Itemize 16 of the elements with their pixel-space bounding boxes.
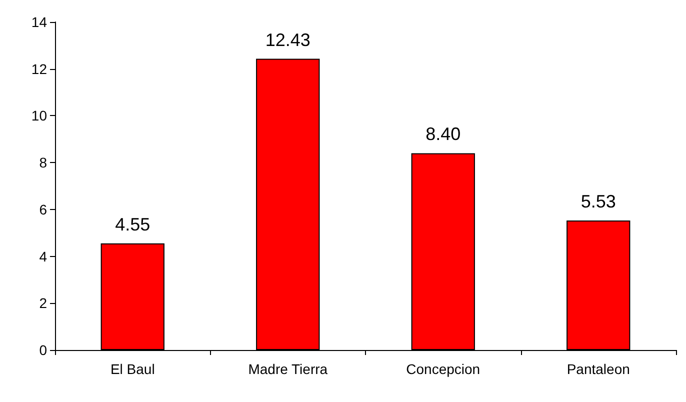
y-tick-label: 4 — [39, 248, 48, 264]
data-label: 5.53 — [580, 191, 616, 212]
x-tick-label: Concepcion — [406, 361, 480, 377]
y-tick-label: 6 — [39, 201, 48, 218]
y-tick-label: 12 — [31, 60, 48, 77]
y-tick-label: 8 — [39, 154, 48, 171]
x-tick-label: El Baul — [110, 361, 155, 377]
x-tick-label: Madre Tierra — [248, 361, 328, 377]
data-label: 4.55 — [115, 214, 150, 234]
y-tick-label: 0 — [39, 342, 48, 358]
x-tick-label: Pantaleon — [566, 361, 630, 377]
y-tick-label: 10 — [31, 108, 48, 124]
data-label: 12.43 — [265, 30, 310, 50]
data-label: 8.40 — [426, 124, 461, 144]
y-tick-label: 2 — [39, 295, 48, 312]
y-tick-label: 14 — [31, 14, 48, 30]
